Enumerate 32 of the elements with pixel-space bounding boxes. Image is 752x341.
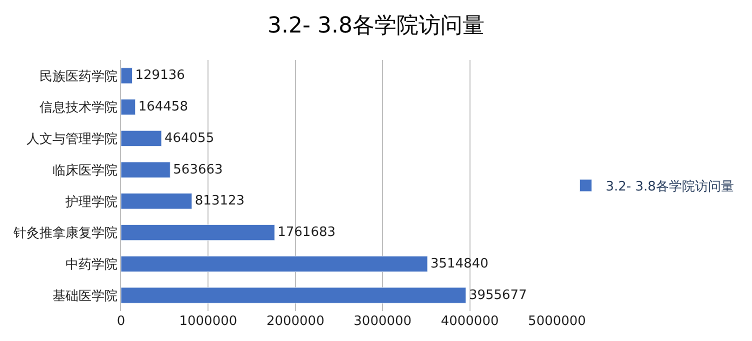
data-label: 164458	[138, 100, 188, 115]
x-tick-label: 5000000	[528, 314, 586, 329]
data-label: 563663	[173, 162, 223, 178]
data-label: 3955677	[468, 288, 527, 303]
y-tick-label: 人文与管理学院	[26, 132, 118, 147]
bar	[121, 68, 133, 84]
x-tick-label: 1000000	[179, 314, 238, 329]
data-label: 813123	[194, 194, 245, 209]
y-tick-label: 针灸推拿康复学院	[12, 226, 118, 242]
bar	[121, 256, 428, 272]
bar	[121, 130, 162, 147]
y-tick-label: 中药学院	[65, 257, 118, 272]
bar	[121, 162, 170, 178]
x-tick-label: 4000000	[440, 314, 499, 329]
bar	[121, 224, 275, 241]
chart-title: 3.2- 3.8各学院访问量	[268, 13, 484, 38]
bar	[121, 287, 466, 304]
x-tick-label: 0	[116, 314, 126, 329]
data-label: 129136	[135, 68, 185, 84]
x-tick-label: 3000000	[354, 314, 412, 329]
y-tick-label: 信息技术学院	[39, 100, 118, 116]
legend-label: 3.2- 3.8各学院访问量	[606, 178, 734, 195]
data-label: 464055	[164, 130, 214, 146]
x-tick-label: 2000000	[266, 314, 324, 329]
data-label: 3514840	[430, 256, 488, 272]
data-label: 1761683	[278, 225, 336, 240]
y-tick-label: 基础医学院	[52, 288, 118, 304]
y-tick-label: 临床医学院	[52, 163, 118, 178]
bar	[121, 98, 136, 116]
y-tick-label: 民族医药学院	[39, 69, 118, 84]
bar	[121, 193, 192, 210]
y-tick-label: 护理学院	[64, 194, 118, 210]
